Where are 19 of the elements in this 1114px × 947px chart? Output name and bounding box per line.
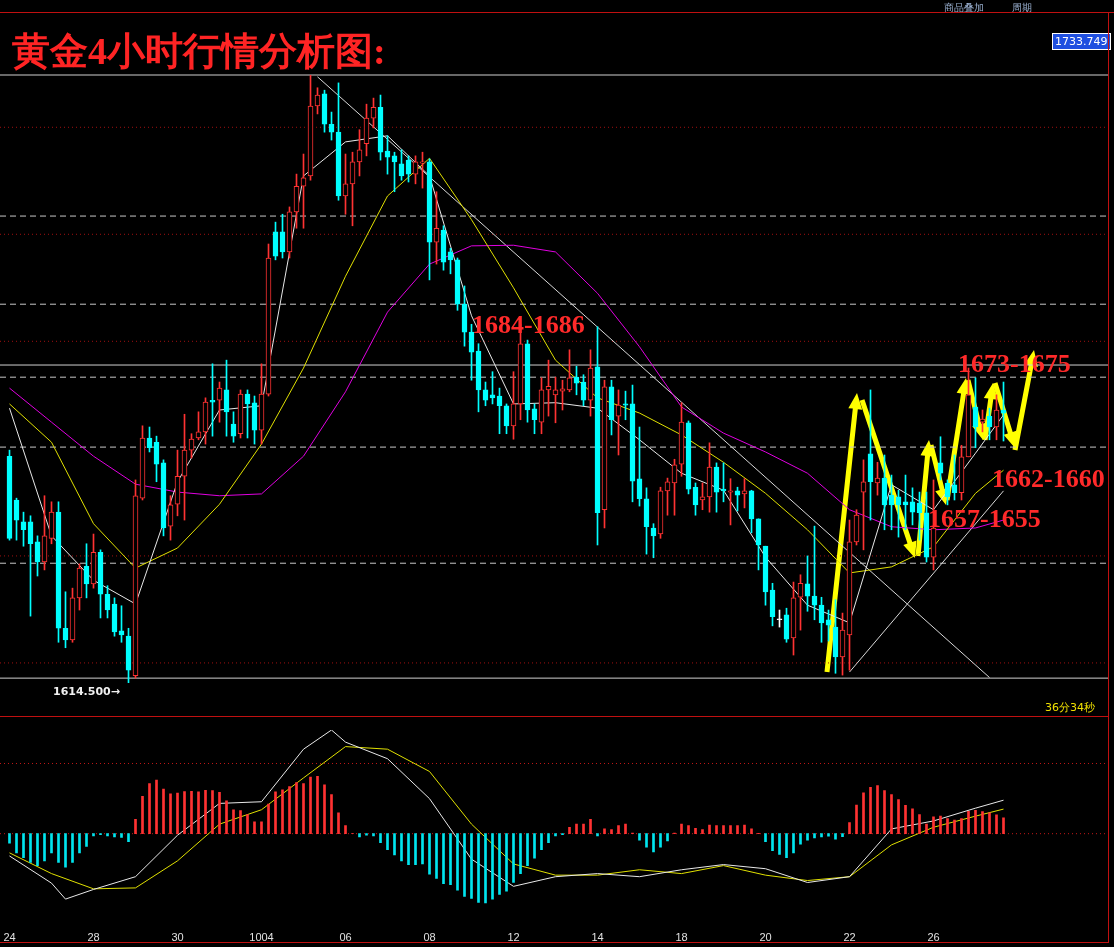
x-tick-label: 22 (843, 931, 856, 944)
text: 商品叠加 (944, 1, 984, 15)
annotation: 1662-1660 (992, 464, 1105, 494)
x-tick-label: 30 (171, 931, 184, 944)
x-tick-label: 20 (759, 931, 772, 944)
x-tick-label: 08 (423, 931, 436, 944)
text: 36分34秒 (1045, 700, 1095, 715)
text: 1733.749 (1052, 33, 1111, 50)
x-tick-label: 12 (507, 931, 520, 944)
x-tick-label: 18 (675, 931, 688, 944)
text: 1614.500→ (53, 685, 120, 698)
text: 周期 (1012, 1, 1032, 15)
x-tick-label: 06 (339, 931, 352, 944)
x-tick-label: 28 (87, 931, 100, 944)
x-tick-label: 1004 (249, 931, 274, 944)
x-tick-label: 26 (927, 931, 940, 944)
chart-title: 黄金4小时行情分析图: (12, 30, 386, 72)
x-tick-label: 24 (3, 931, 16, 944)
x-tick-label: 14 (591, 931, 604, 944)
